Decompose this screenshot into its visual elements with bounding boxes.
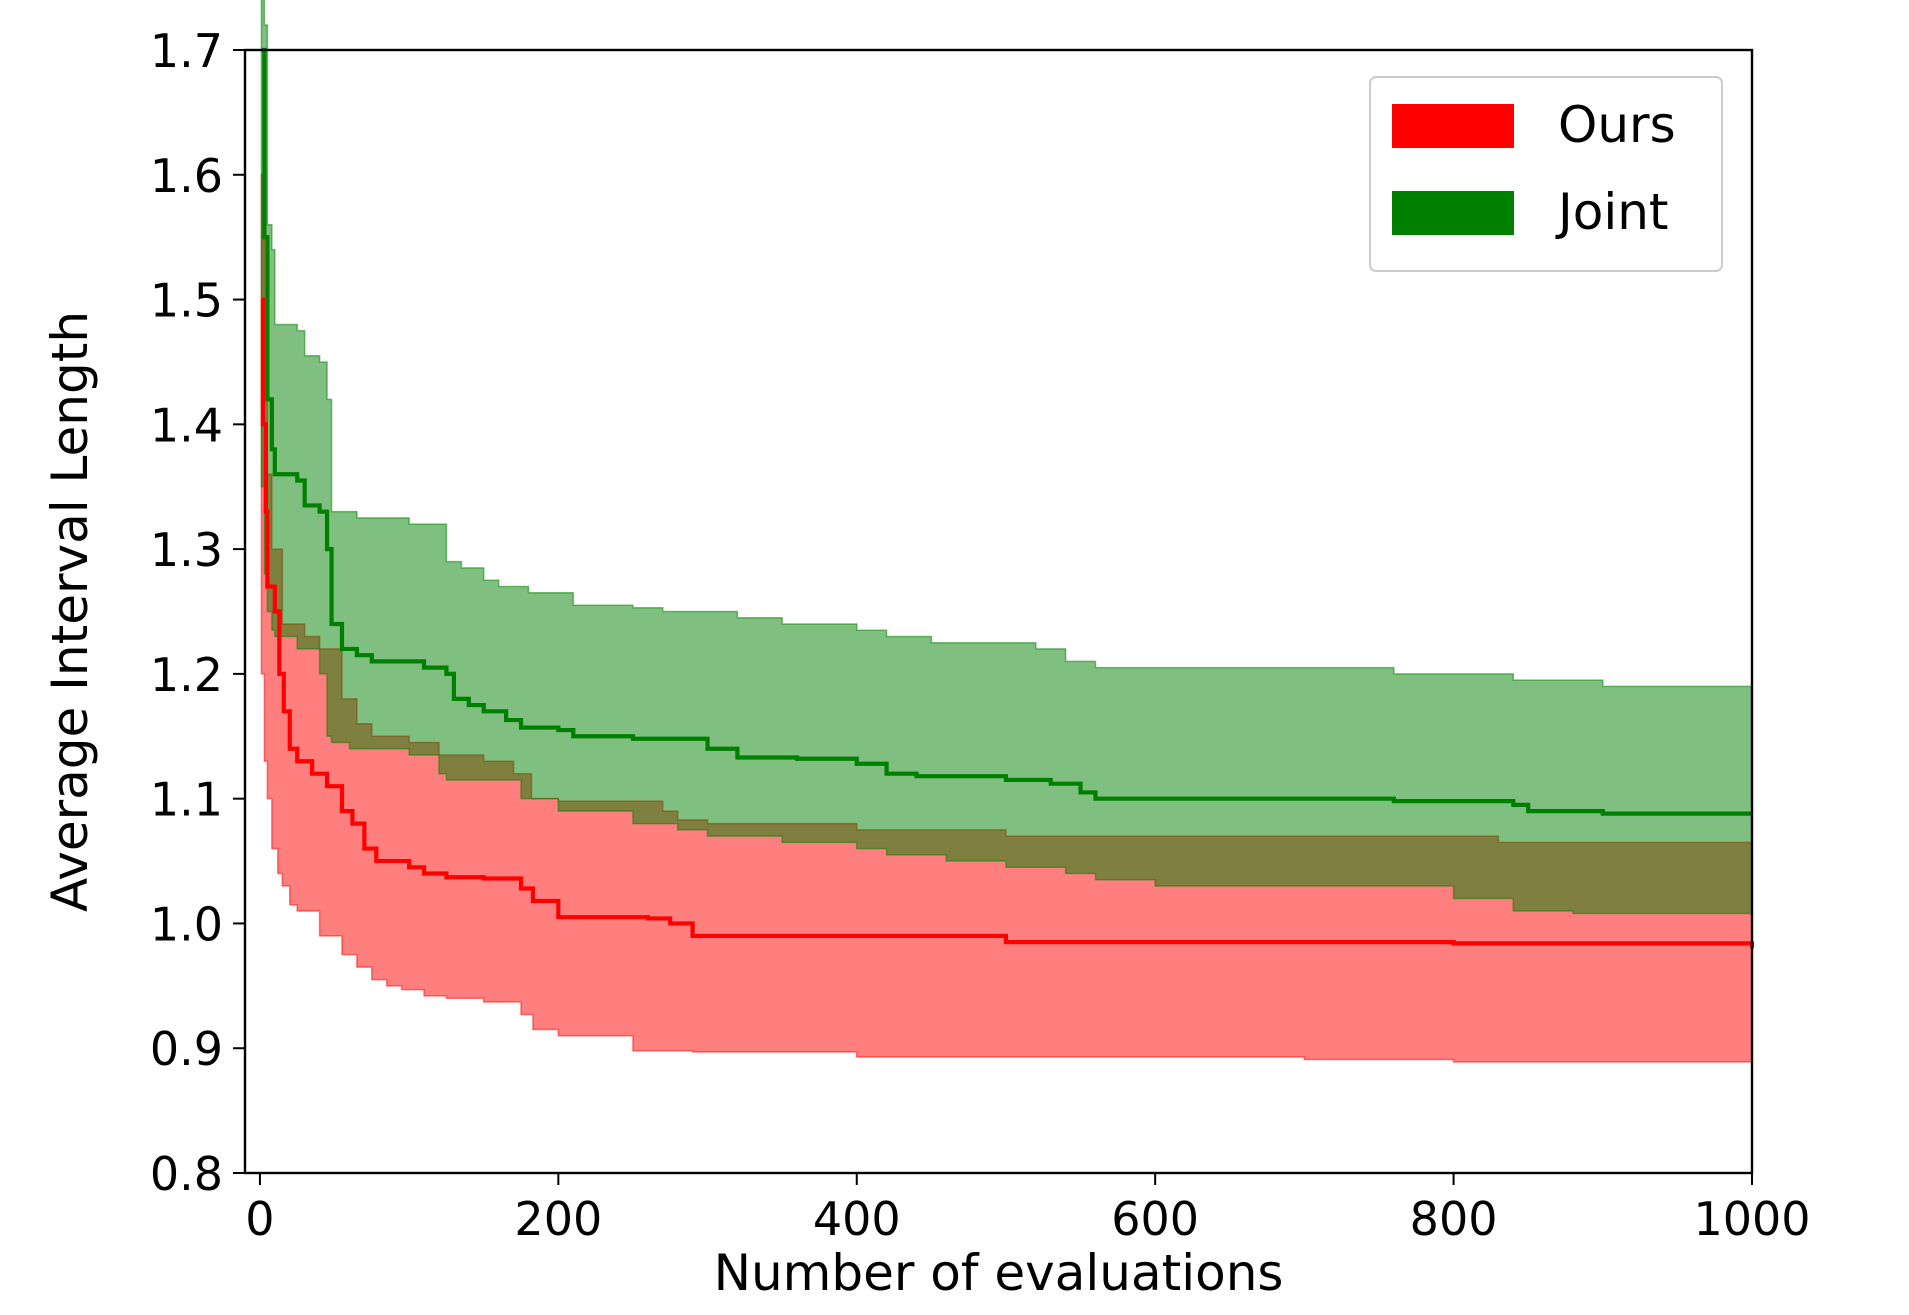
legend-swatch-joint bbox=[1392, 191, 1514, 235]
y-tick-label: 1.7 bbox=[150, 24, 223, 78]
y-tick-label: 1.3 bbox=[150, 523, 223, 577]
x-tick-label: 800 bbox=[1410, 1192, 1498, 1246]
line-ours bbox=[260, 297, 1755, 949]
y-tick-label: 1.2 bbox=[150, 648, 223, 702]
x-tick-label: 400 bbox=[813, 1192, 901, 1246]
y-tick-label: 1.0 bbox=[150, 897, 223, 951]
band-joint bbox=[260, 0, 1753, 915]
x-axis-ticks: 0 200 400 600 800 1000 bbox=[245, 1173, 1811, 1246]
legend-swatch-ours bbox=[1392, 104, 1514, 148]
x-tick-label: 600 bbox=[1111, 1192, 1199, 1246]
legend: Ours Joint bbox=[1369, 76, 1723, 272]
line-joint bbox=[261, 47, 1752, 816]
y-tick-label: 0.8 bbox=[150, 1147, 223, 1201]
legend-label-joint: Joint bbox=[1555, 183, 1669, 241]
plot-frame bbox=[243, 48, 1754, 1175]
y-tick-label: 0.9 bbox=[150, 1022, 223, 1076]
x-tick-label: 200 bbox=[514, 1192, 602, 1246]
x-axis-title: Number of evaluations bbox=[714, 1244, 1284, 1302]
y-tick-label: 1.6 bbox=[150, 149, 223, 203]
y-tick-label: 1.5 bbox=[150, 274, 223, 328]
x-tick-label: 0 bbox=[245, 1192, 274, 1246]
confidence-bands bbox=[260, 0, 1753, 1063]
y-tick-label: 1.1 bbox=[150, 773, 223, 827]
x-tick-label: 1000 bbox=[1693, 1192, 1810, 1246]
series-lines bbox=[260, 47, 1755, 949]
y-axis-ticks: 0.8 0.9 1.0 1.1 1.2 1.3 1.4 1.5 1.6 1.7 bbox=[150, 24, 245, 1201]
legend-label-ours: Ours bbox=[1558, 96, 1676, 154]
y-axis-title: Average Interval Length bbox=[41, 311, 99, 912]
y-tick-label: 1.4 bbox=[150, 398, 223, 452]
